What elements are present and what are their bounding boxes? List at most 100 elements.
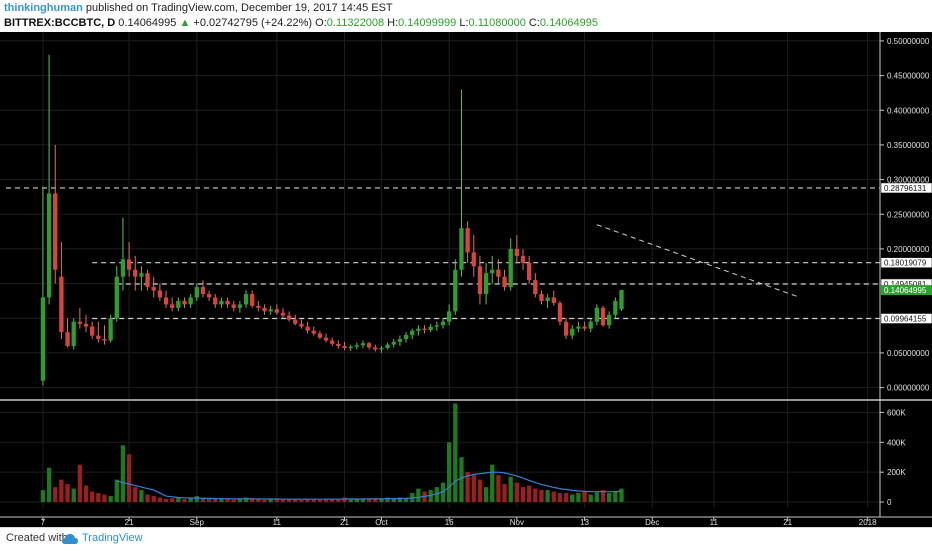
tradingview-cloud-icon: [62, 534, 78, 544]
volume-bar: [182, 499, 187, 503]
volume-bar: [459, 457, 464, 503]
candle-body: [206, 294, 212, 298]
candle-body: [379, 348, 384, 350]
volume-tick-label: 0: [887, 498, 892, 507]
candle-body: [576, 326, 581, 329]
candle-body: [256, 305, 261, 308]
time-tick-label: Oct: [375, 518, 388, 527]
price-tick-label: 0.00000000: [887, 384, 930, 393]
volume-bar: [256, 499, 261, 503]
volume-bar: [588, 494, 593, 503]
volume-bar: [330, 499, 335, 503]
candle-body: [471, 252, 476, 267]
time-tick-label: 11: [273, 518, 282, 527]
candle-body: [65, 332, 70, 346]
candle-body: [434, 325, 439, 327]
volume-bar: [139, 490, 144, 503]
candle-body: [102, 339, 107, 341]
candle-body: [366, 343, 372, 348]
candle-body: [385, 344, 390, 349]
candle-body: [120, 259, 126, 277]
price-change: +0.02742795 (+24.22%): [193, 17, 313, 29]
candle-body: [299, 323, 304, 327]
price-tick-label: 0.35000000: [887, 141, 930, 150]
volume-bar: [102, 494, 107, 503]
volume-bar: [176, 497, 181, 503]
volume-bar: [274, 499, 279, 503]
price-tick-label: 0.40000000: [887, 106, 930, 115]
volume-bar: [508, 476, 513, 503]
volume-tick-label: 400K: [887, 438, 906, 447]
volume-bar: [323, 499, 329, 503]
volume-bar: [613, 491, 618, 503]
author-name[interactable]: thinkinghuman: [4, 2, 83, 14]
volume-bar: [163, 499, 169, 503]
volume-bar: [243, 497, 249, 503]
volume-bar: [594, 492, 600, 503]
candle-body: [250, 294, 255, 306]
candle-body: [410, 330, 415, 335]
open-label: O:: [315, 17, 327, 29]
volume-bar: [83, 485, 89, 503]
time-tick-label: Nov: [510, 518, 524, 527]
volume-bar: [385, 497, 390, 503]
volume-bar: [120, 445, 126, 503]
volume-bar: [225, 499, 230, 503]
volume-bar: [108, 496, 113, 503]
volume-bar: [619, 488, 624, 503]
time-tick-label: Sep: [190, 518, 205, 527]
volume-bar: [440, 482, 446, 503]
candle-body: [311, 330, 316, 334]
chart-area[interactable]: 0.000000000.050000000.100000000.15000000…: [0, 32, 932, 527]
price-labels: 0.28796131 0.18019079 0.14945081 0.09964155…: [880, 182, 932, 324]
candle-body: [90, 326, 95, 336]
candle-body: [53, 193, 58, 270]
price-tick-label: 0.45000000: [887, 72, 930, 81]
candle-body: [570, 328, 575, 336]
candle-body: [508, 248, 513, 288]
footer: Created with TradingView: [0, 527, 932, 551]
volume-bar: [151, 496, 156, 503]
candle-body: [502, 276, 507, 288]
candlestick-chart[interactable]: 0.000000000.050000000.100000000.15000000…: [0, 32, 932, 527]
candle-body: [354, 345, 359, 347]
candle-body: [607, 314, 612, 326]
volume-bar: [416, 488, 421, 503]
volume-moving-average-line: [116, 471, 622, 500]
up-arrow-icon: ▲: [179, 17, 191, 29]
candle-body: [422, 328, 427, 331]
volume-bar: [280, 499, 286, 503]
candle-body: [330, 340, 335, 344]
candle-body: [213, 297, 218, 305]
candle-body: [317, 333, 323, 338]
candle-body: [231, 304, 236, 308]
volume-tick-label: 600K: [887, 408, 906, 417]
candle-body: [428, 326, 433, 331]
time-tick-label: 11: [710, 518, 719, 527]
volume-bar: [490, 464, 495, 503]
level-price-label: 0.18019079: [884, 259, 927, 268]
candle-body: [360, 343, 366, 346]
price-candles: [40, 54, 624, 386]
time-tick-label: Dec: [645, 518, 659, 527]
tradingview-brand[interactable]: TradingView: [82, 532, 143, 544]
candle-body: [77, 321, 83, 324]
candle-body: [176, 300, 181, 308]
time-tick-label: 13: [580, 518, 589, 527]
candle-body: [447, 311, 452, 322]
candle-body: [483, 273, 489, 294]
candle-body: [170, 304, 175, 308]
volume-bar: [262, 499, 267, 503]
volume-bar: [354, 499, 359, 503]
volume-bar: [336, 499, 341, 503]
volume-bar: [237, 499, 243, 503]
level-price-tag: [880, 182, 932, 194]
volume-bar: [465, 472, 470, 503]
volume-bar: [59, 479, 64, 503]
volume-bar: [348, 498, 353, 503]
level-price-tag: [880, 313, 932, 324]
price-tick-label: 0.50000000: [887, 37, 930, 46]
published-text: published on TradingView.com, December 1…: [85, 2, 393, 14]
volume-bar: [403, 498, 409, 503]
candle-body: [286, 315, 292, 320]
